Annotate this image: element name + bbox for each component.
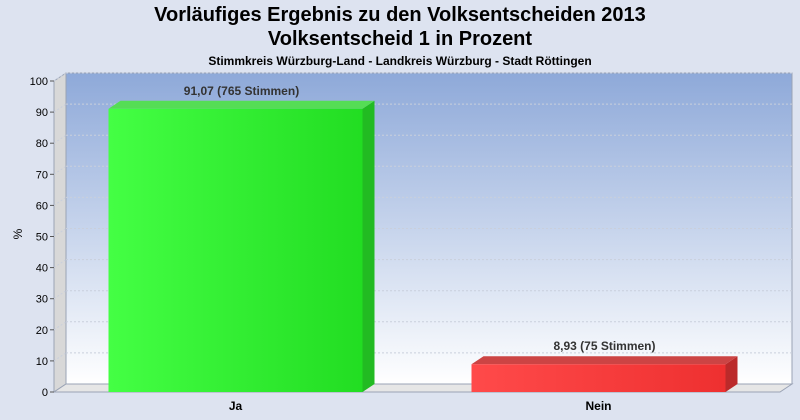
bar-top bbox=[108, 100, 375, 109]
bar-side bbox=[725, 356, 738, 392]
gridline-side bbox=[53, 165, 67, 175]
y-tick-label: 30 bbox=[36, 294, 48, 306]
x-tick-label: Ja bbox=[229, 399, 243, 413]
y-tick-label: 20 bbox=[36, 325, 48, 337]
plot-side-wall bbox=[53, 72, 67, 393]
gridline-side bbox=[53, 72, 67, 82]
y-tick-label: 0 bbox=[42, 387, 48, 399]
gridline-side bbox=[53, 321, 67, 331]
y-tick-label: 90 bbox=[36, 107, 48, 119]
y-tick-label: 10 bbox=[36, 356, 48, 368]
bar bbox=[108, 108, 363, 392]
gridline-side bbox=[53, 228, 67, 237]
data-label: 91,07 (765 Stimmen) bbox=[184, 84, 299, 98]
x-tick-label: Nein bbox=[585, 399, 611, 413]
y-tick-label: 50 bbox=[36, 232, 48, 244]
y-axis-label: % bbox=[11, 228, 25, 239]
y-tick-label: 60 bbox=[36, 200, 48, 212]
chart-subtitle: Volksentscheid 1 in Prozent bbox=[267, 28, 533, 50]
gridline-side bbox=[53, 103, 67, 113]
gridline-side bbox=[53, 259, 67, 269]
gridline-side bbox=[53, 352, 67, 362]
y-tick-label: 100 bbox=[30, 76, 48, 88]
gridline-side bbox=[53, 196, 67, 206]
bar-side bbox=[362, 100, 375, 392]
gridline-side bbox=[53, 134, 67, 144]
bar-top bbox=[471, 356, 738, 365]
bar bbox=[471, 364, 726, 392]
data-label: 8,93 (75 Stimmen) bbox=[553, 339, 655, 353]
y-tick-label: 80 bbox=[36, 138, 48, 150]
chart-region-subtitle: Stimmkreis Würzburg-Land - Landkreis Wür… bbox=[208, 54, 592, 68]
gridline-side bbox=[53, 290, 67, 300]
y-tick-label: 70 bbox=[36, 169, 48, 181]
y-tick-label: 40 bbox=[36, 263, 48, 275]
chart-title: Vorläufiges Ergebnis zu den Volksentsche… bbox=[154, 4, 646, 26]
